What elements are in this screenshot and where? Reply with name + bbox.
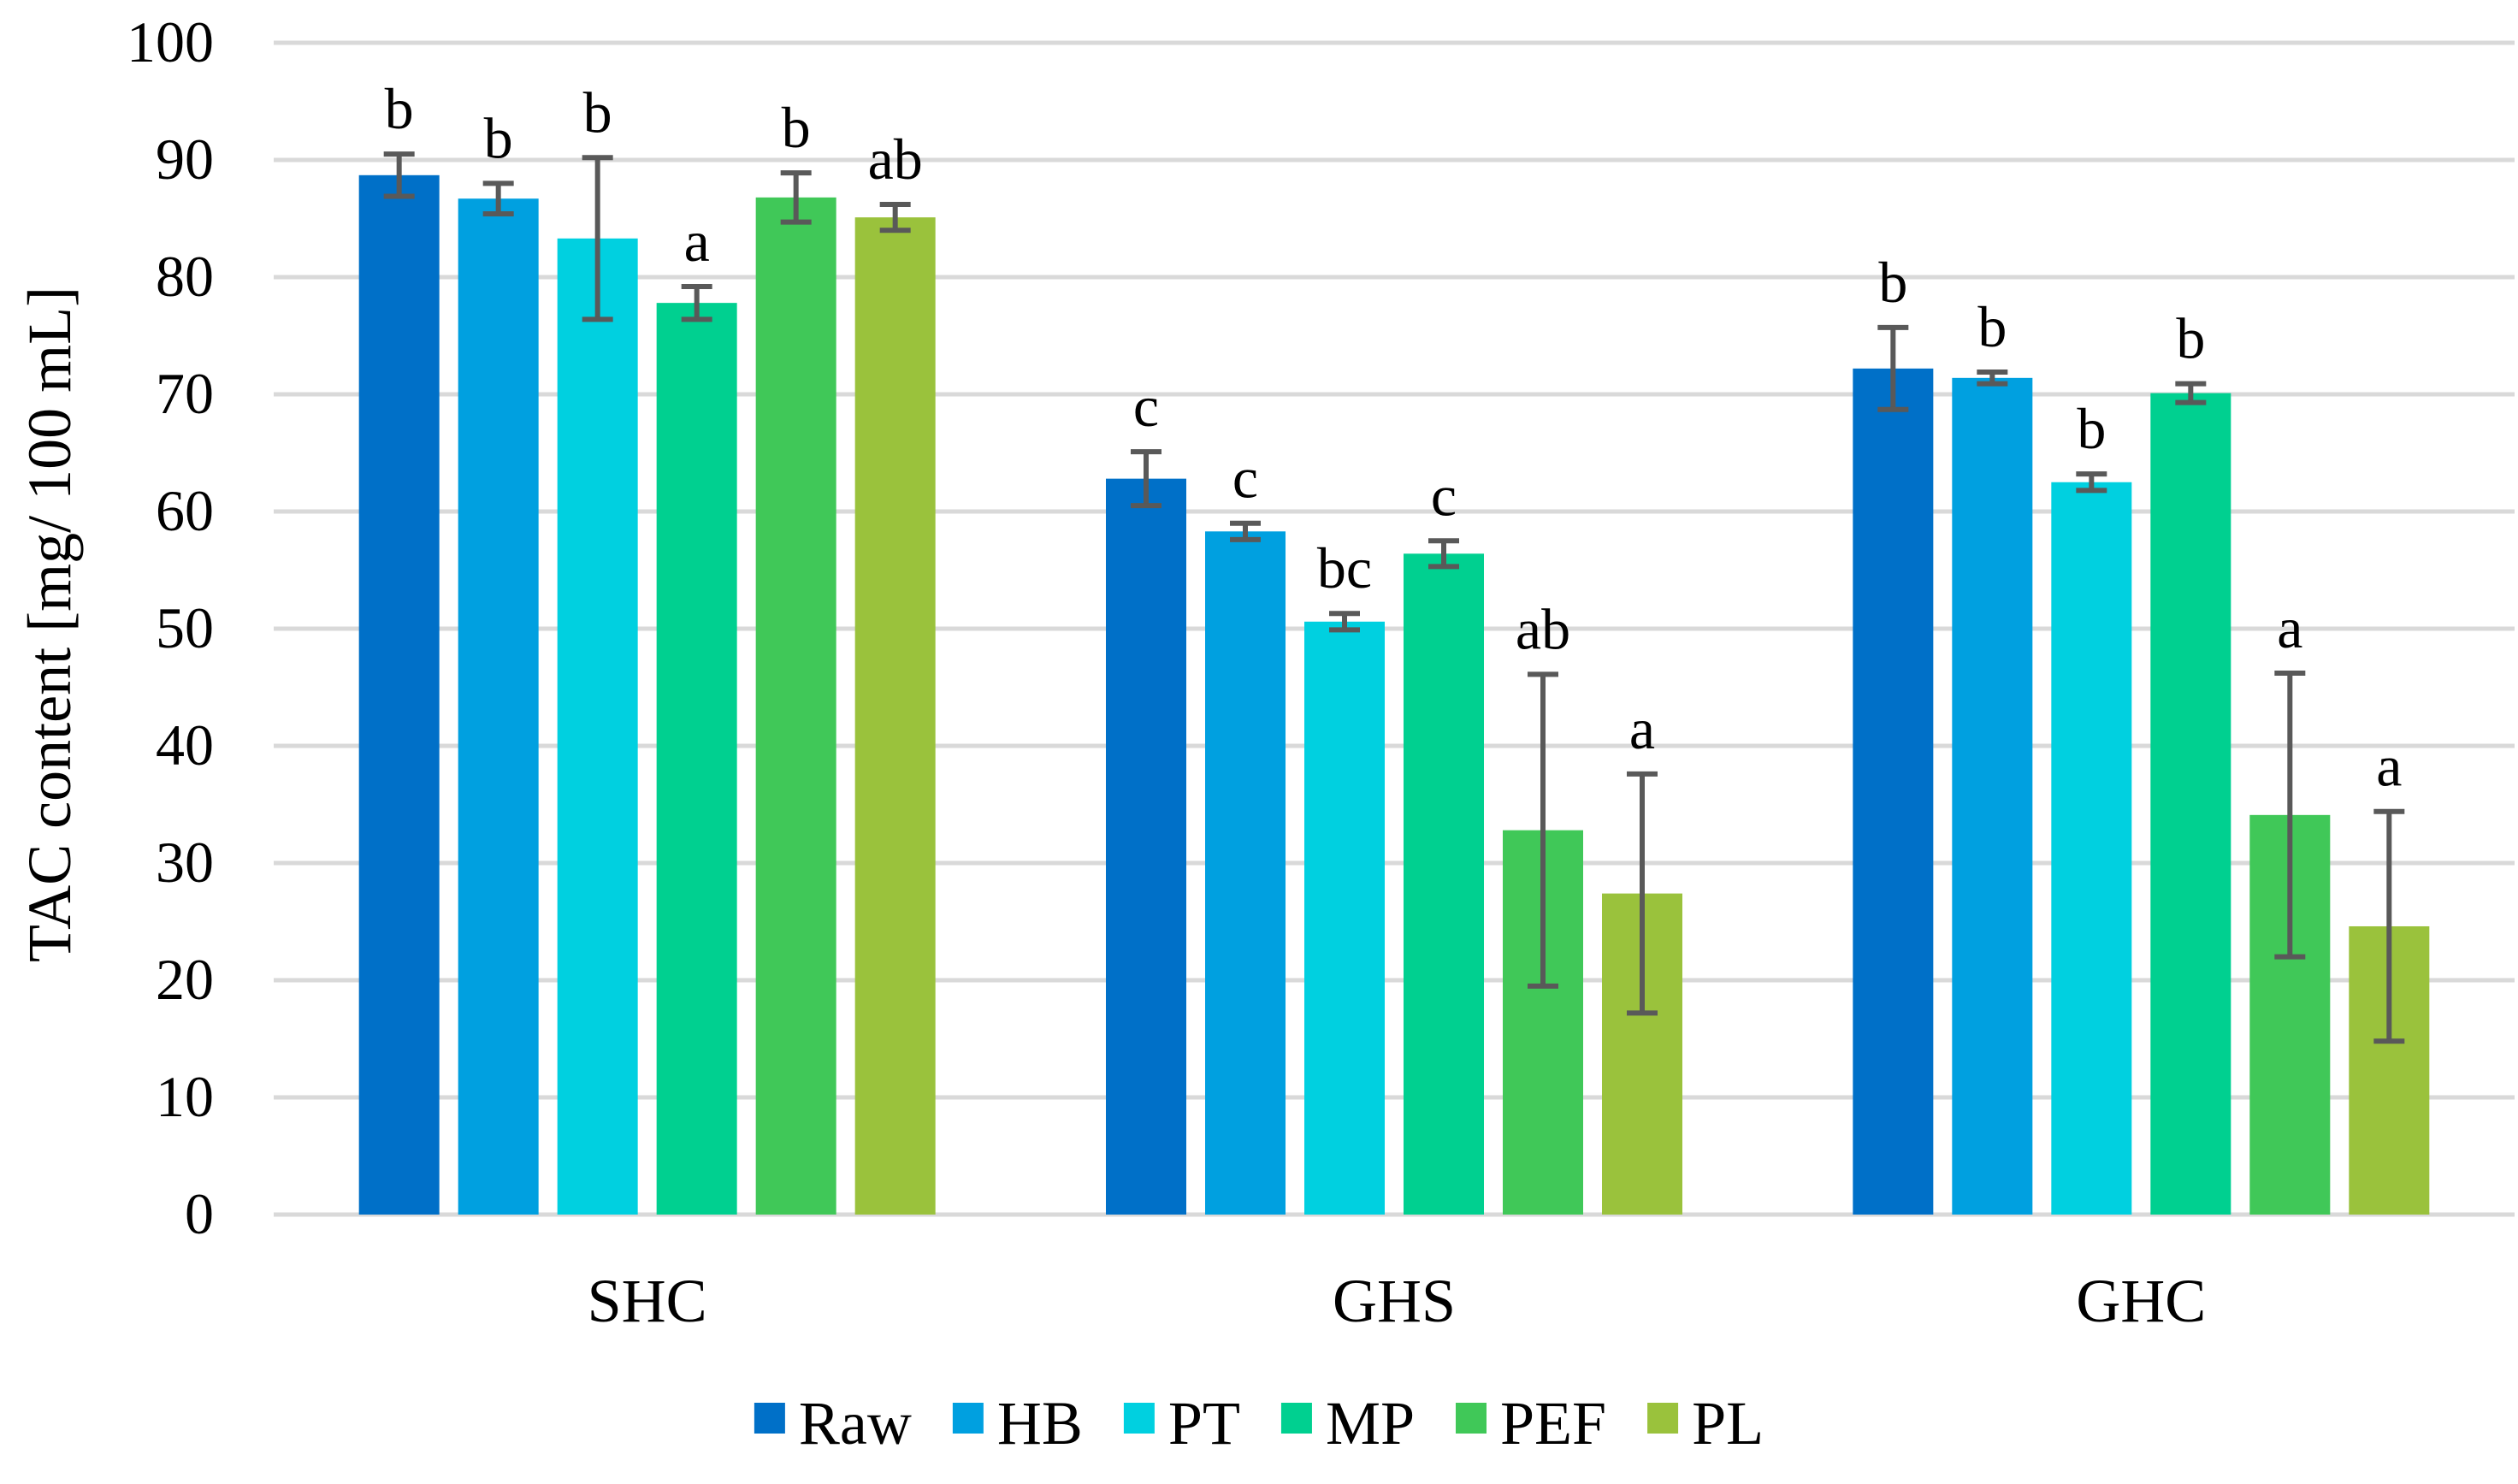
legend-label-PEF: PEF bbox=[1500, 1389, 1606, 1457]
error-bar-GHC-PL bbox=[2373, 808, 2405, 1044]
bar-GHC-PT bbox=[2051, 482, 2132, 1215]
legend-swatch-HB bbox=[952, 1403, 984, 1434]
legend-swatch-MP bbox=[1280, 1403, 1312, 1434]
significance-label-SHC-MP: a bbox=[684, 209, 710, 274]
x-axis-categories: SHC GHS GHC bbox=[588, 1267, 2207, 1335]
bar-GHC-MP bbox=[2150, 393, 2231, 1215]
bar-GHS-Raw bbox=[1106, 478, 1186, 1215]
error-bar-GHC-PT bbox=[2076, 471, 2107, 494]
bar-GHS-MP bbox=[1404, 553, 1484, 1215]
significance-label-GHC-HB: b bbox=[1977, 294, 2007, 359]
gridlines bbox=[274, 40, 2515, 1217]
significance-label-SHC-PT: b bbox=[583, 80, 612, 145]
significance-label-GHC-PEF: a bbox=[2277, 595, 2302, 660]
legend: Raw HB PT MP PEF PL bbox=[754, 1389, 1764, 1457]
significance-label-GHS-Raw: c bbox=[1133, 374, 1159, 439]
y-axis-title: TAC content [mg/ 100 mL] bbox=[15, 287, 84, 962]
significance-label-GHC-PL: a bbox=[2376, 734, 2402, 799]
bar-SHC-Raw bbox=[358, 174, 440, 1215]
error-bar-SHC-PL bbox=[879, 202, 911, 234]
y-tick-label: 70 bbox=[156, 361, 214, 426]
y-tick-label: 10 bbox=[156, 1064, 214, 1129]
legend-swatch-Raw bbox=[754, 1403, 785, 1434]
significance-label-SHC-PEF: b bbox=[782, 95, 811, 160]
bar-SHC-PL bbox=[854, 217, 936, 1215]
bars bbox=[358, 174, 2430, 1215]
y-tick-label: 100 bbox=[127, 9, 214, 74]
legend-label-PT: PT bbox=[1168, 1389, 1240, 1457]
error-bar-GHS-MP bbox=[1428, 538, 1459, 570]
error-bar-SHC-PEF bbox=[780, 170, 812, 225]
y-tick-label: 20 bbox=[156, 947, 214, 1012]
significance-label-GHS-PL: a bbox=[1629, 696, 1655, 761]
y-tick-label: 30 bbox=[156, 830, 214, 895]
error-bar-GHC-PEF bbox=[2274, 671, 2306, 960]
error-bar-GHS-HB bbox=[1230, 520, 1261, 542]
significance-label-GHS-PT: bc bbox=[1317, 535, 1372, 600]
x-category-label: GHS bbox=[1333, 1267, 1456, 1335]
error-bar-GHC-MP bbox=[2175, 381, 2207, 405]
y-tick-label: 40 bbox=[156, 712, 214, 777]
significance-label-GHC-Raw: b bbox=[1878, 250, 1907, 315]
legend-swatch-PT bbox=[1123, 1403, 1155, 1434]
significance-label-GHC-PT: b bbox=[2077, 396, 2106, 461]
error-bar-SHC-PT bbox=[582, 155, 613, 322]
y-tick-label: 60 bbox=[156, 478, 214, 543]
y-tick-label: 80 bbox=[156, 244, 214, 309]
error-bar-SHC-Raw bbox=[383, 151, 415, 199]
bar-GHS-HB bbox=[1205, 531, 1286, 1215]
bar-SHC-PT bbox=[557, 238, 638, 1215]
error-bar-SHC-HB bbox=[482, 180, 514, 217]
legend-swatch-PL bbox=[1647, 1403, 1679, 1434]
error-bar-GHS-Raw bbox=[1131, 449, 1161, 509]
x-category-label: GHC bbox=[2076, 1267, 2206, 1335]
y-axis-ticks: 0 10 20 30 40 50 60 70 80 90 100 bbox=[127, 9, 214, 1246]
bar-SHC-MP bbox=[656, 303, 737, 1215]
legend-label-HB: HB bbox=[997, 1389, 1083, 1457]
y-tick-label: 90 bbox=[156, 127, 214, 192]
y-tick-label: 50 bbox=[156, 595, 214, 660]
bar-SHC-HB bbox=[458, 198, 539, 1215]
bar-SHC-PEF bbox=[755, 197, 836, 1215]
x-category-label: SHC bbox=[588, 1267, 707, 1335]
legend-label-MP: MP bbox=[1326, 1389, 1415, 1457]
significance-label-GHS-PEF: ab bbox=[1516, 596, 1570, 661]
error-bar-GHS-PEF bbox=[1528, 671, 1558, 989]
significance-label-GHC-MP: b bbox=[2176, 306, 2205, 371]
significance-label-GHS-HB: c bbox=[1232, 446, 1258, 511]
significance-label-SHC-HB: b bbox=[484, 105, 513, 170]
error-bar-SHC-MP bbox=[681, 283, 712, 322]
bar-GHC-Raw bbox=[1853, 368, 1934, 1215]
legend-label-Raw: Raw bbox=[799, 1389, 912, 1457]
legend-swatch-PEF bbox=[1456, 1403, 1487, 1434]
y-tick-label: 0 bbox=[185, 1181, 214, 1246]
error-bar-GHS-PT bbox=[1329, 611, 1360, 633]
error-bars bbox=[383, 151, 2405, 1044]
significance-label-SHC-PL: ab bbox=[868, 127, 923, 192]
error-bar-GHC-Raw bbox=[1877, 324, 1909, 412]
legend-label-PL: PL bbox=[1692, 1389, 1764, 1457]
error-bar-GHC-HB bbox=[1977, 369, 2008, 387]
significance-label-GHS-MP: c bbox=[1431, 463, 1457, 528]
bar-GHS-PT bbox=[1304, 621, 1385, 1215]
significance-label-SHC-Raw: b bbox=[385, 76, 414, 141]
bar-GHC-HB bbox=[1952, 377, 2033, 1215]
error-bar-GHS-PL bbox=[1627, 771, 1658, 1016]
